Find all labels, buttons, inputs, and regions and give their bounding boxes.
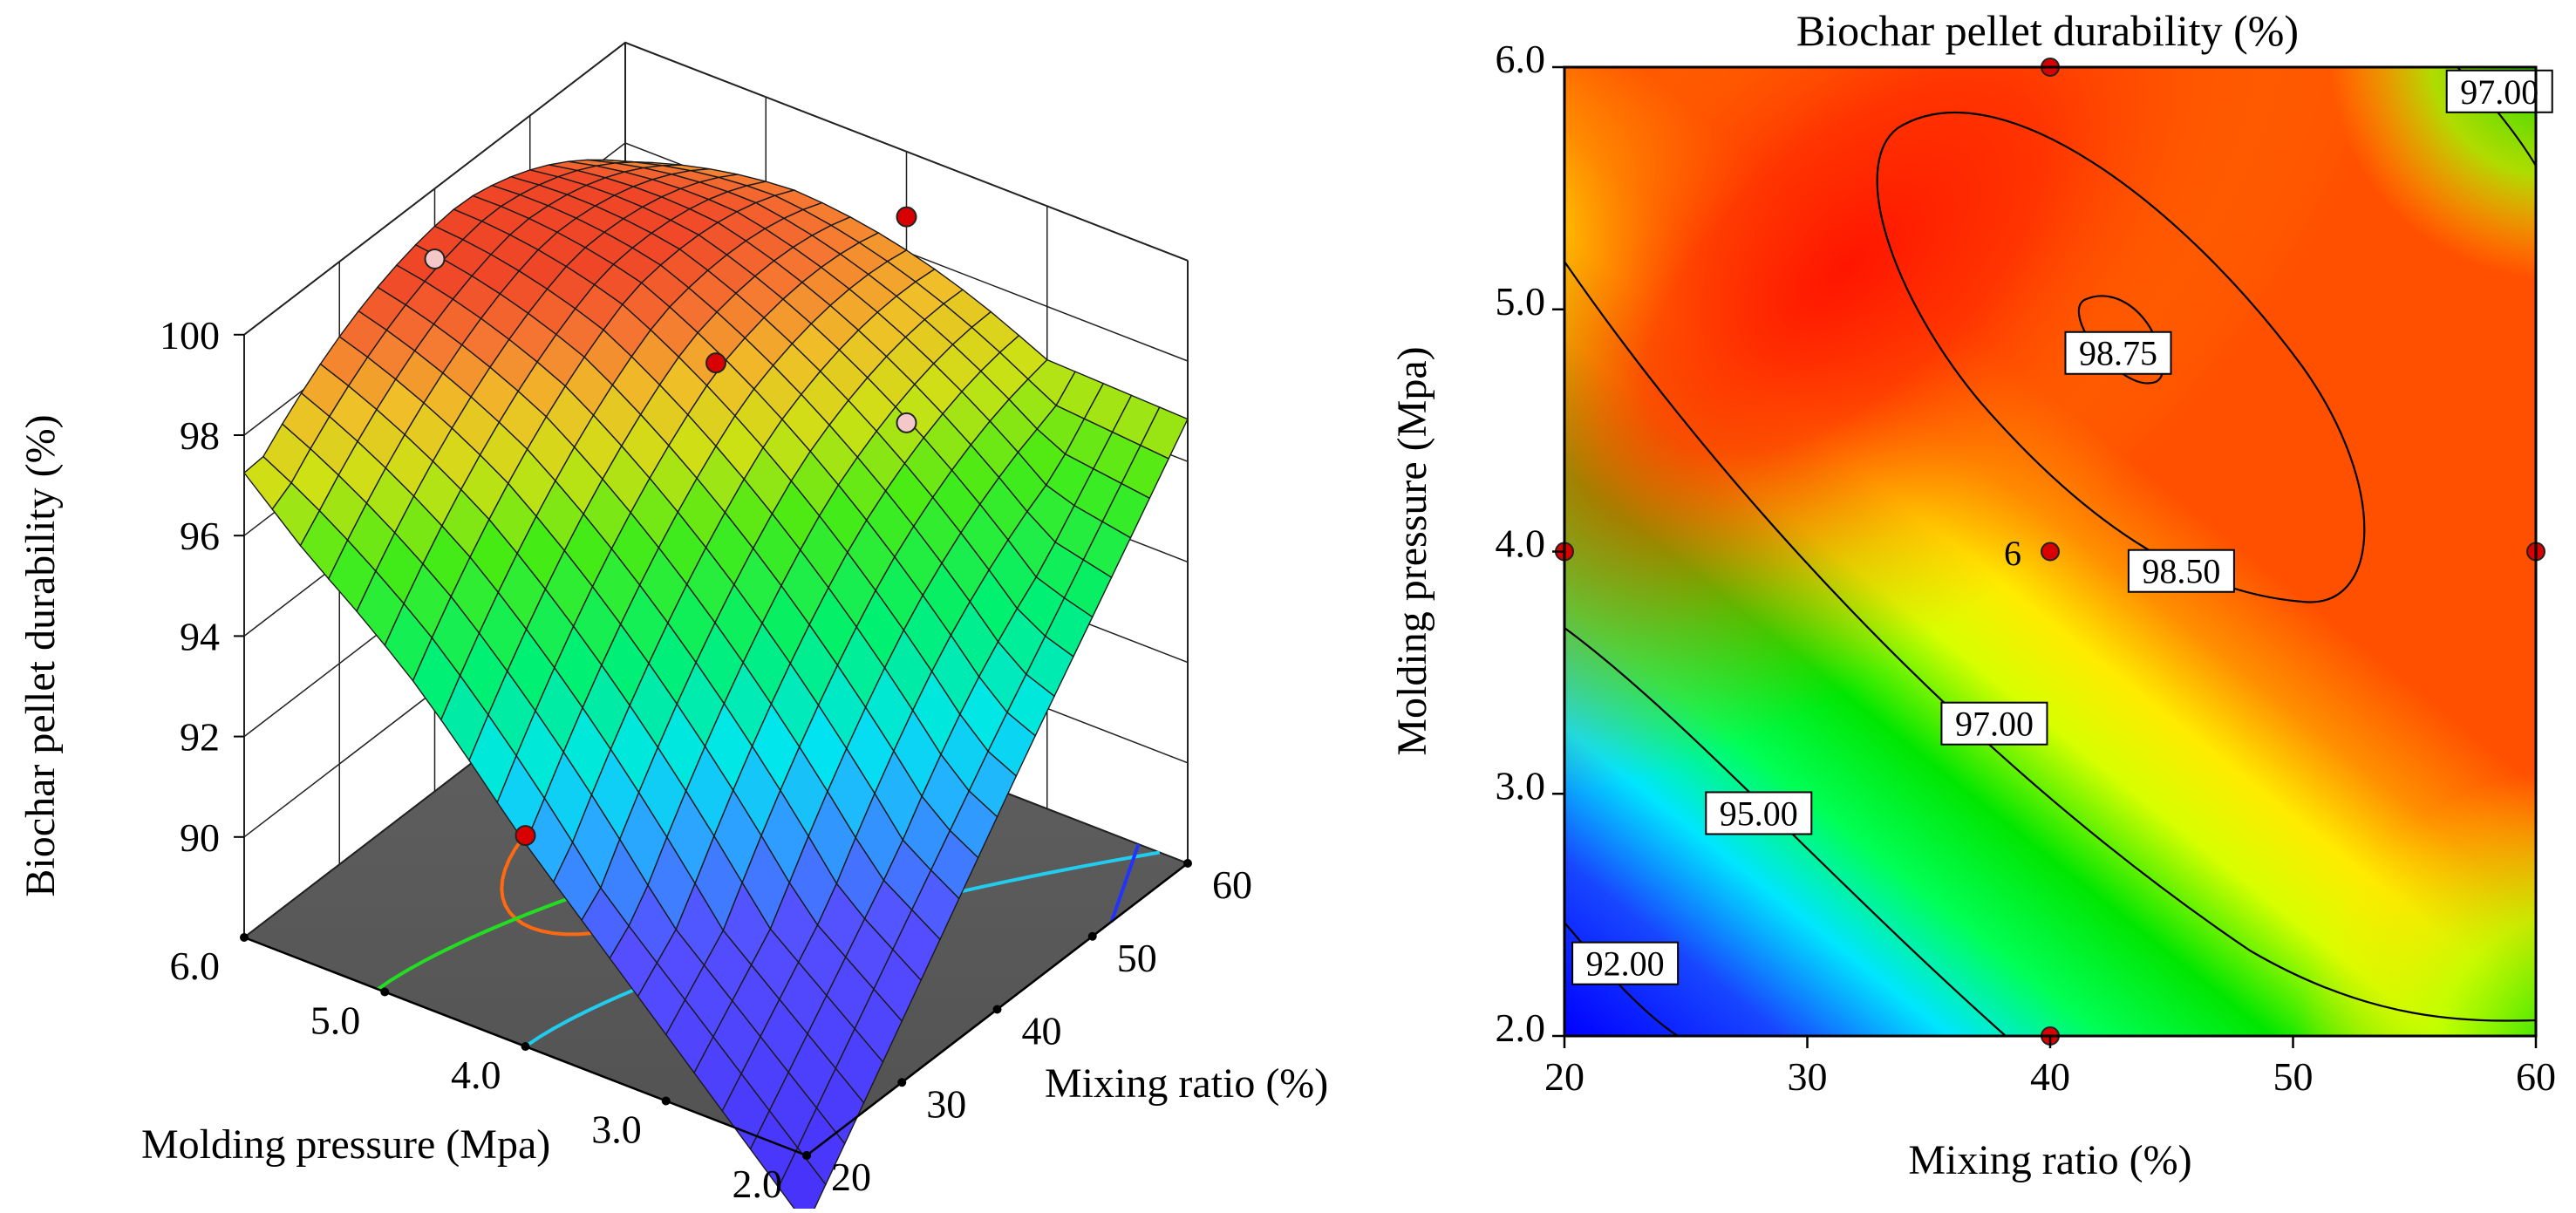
contour-y-tick-label: 2.0 bbox=[1496, 1005, 1546, 1050]
z-tick-label: 96 bbox=[180, 514, 220, 558]
contour-x-tick-label: 40 bbox=[2030, 1054, 2070, 1099]
pressure-tick bbox=[380, 987, 390, 997]
pressure-tick-label: 2.0 bbox=[733, 1162, 783, 1206]
z-tick-label: 94 bbox=[180, 614, 220, 658]
z-axis: 90 92 94 96 98 100 bbox=[160, 313, 244, 860]
center-replicates-label: 6 bbox=[2004, 534, 2021, 573]
floor-contour-92 bbox=[1109, 843, 1141, 923]
mixing-axis-label: Mixing ratio (%) bbox=[1045, 1060, 1328, 1107]
surface-design-point bbox=[896, 206, 917, 228]
surface-design-points bbox=[424, 206, 917, 847]
mixing-tick-label: 30 bbox=[926, 1081, 966, 1126]
contour-x-tick-label: 60 bbox=[2516, 1054, 2556, 1099]
pressure-tick-label: 3.0 bbox=[591, 1107, 642, 1152]
mixing-tick-label: 60 bbox=[1212, 862, 1252, 907]
contour-line-97 bbox=[1564, 261, 2536, 1022]
contour-label: 95.00 bbox=[1705, 791, 1813, 835]
mixing-tick bbox=[1183, 859, 1192, 868]
surface-plot: 90 92 94 96 98 100 Biochar pellet durability … bbox=[17, 41, 1328, 1213]
contour-plot: Biochar pellet durability (%) 92.00 95.00… bbox=[1389, 6, 2556, 1183]
z-tick-label: 92 bbox=[180, 715, 220, 760]
mixing-tick bbox=[802, 1151, 811, 1160]
mixing-axis: 20 30 40 50 60 bbox=[802, 859, 1252, 1199]
pressure-tick-label: 6.0 bbox=[170, 944, 221, 988]
pressure-tick-label: 5.0 bbox=[310, 998, 361, 1043]
contour-y-axis-label: Molding pressure (Mpa) bbox=[1389, 346, 1435, 755]
contour-y-tick-label: 6.0 bbox=[1496, 37, 1546, 81]
contour-design-point bbox=[2041, 542, 2060, 562]
contour-x-axis: 20 30 40 50 60 bbox=[1544, 1036, 2556, 1099]
mixing-tick-label: 40 bbox=[1022, 1009, 1062, 1053]
pressure-tick bbox=[521, 1042, 530, 1051]
contour-y-tick-label: 4.0 bbox=[1496, 521, 1546, 566]
mixing-tick-label: 20 bbox=[831, 1155, 871, 1199]
contour-label: 97.00 bbox=[2445, 69, 2553, 113]
contour-x-tick-label: 30 bbox=[1788, 1054, 1828, 1099]
pressure-axis: 2.0 3.0 4.0 5.0 6.0 bbox=[170, 933, 811, 1206]
z-axis-label: Biochar pellet durability (%) bbox=[17, 414, 64, 896]
svg-text:95.00: 95.00 bbox=[1720, 794, 1798, 833]
svg-text:98.75: 98.75 bbox=[2079, 334, 2157, 373]
pressure-tick-label: 4.0 bbox=[451, 1053, 501, 1097]
contour-y-axis: 2.0 3.0 4.0 5.0 6.0 bbox=[1496, 37, 1564, 1050]
mixing-tick bbox=[992, 1005, 1002, 1014]
surface-design-point bbox=[705, 352, 726, 374]
contour-title: Biochar pellet durability (%) bbox=[1796, 6, 2299, 55]
z-tick-label: 100 bbox=[160, 313, 220, 358]
pressure-axis-label: Molding pressure (Mpa) bbox=[141, 1121, 550, 1168]
mixing-tick-label: 50 bbox=[1117, 936, 1157, 980]
contour-label: 92.00 bbox=[1571, 941, 1680, 985]
contour-label: 98.75 bbox=[2064, 331, 2172, 375]
contour-y-tick-label: 5.0 bbox=[1496, 279, 1546, 324]
z-tick-label: 98 bbox=[180, 413, 220, 458]
z-tick-label: 90 bbox=[180, 815, 220, 860]
contour-x-tick-label: 20 bbox=[1544, 1054, 1584, 1099]
contour-x-axis-label: Mixing ratio (%) bbox=[1908, 1137, 2191, 1183]
contour-labels: 92.00 95.00 97.00 98.50 98.75 97.00 bbox=[1571, 69, 2553, 985]
contour-y-tick-label: 3.0 bbox=[1496, 763, 1546, 808]
mixing-tick bbox=[897, 1078, 907, 1087]
contour-x-tick-label: 50 bbox=[2273, 1054, 2314, 1099]
response-surface bbox=[243, 159, 1189, 1213]
surface-design-point bbox=[424, 248, 446, 269]
svg-text:97.00: 97.00 bbox=[1955, 705, 2034, 744]
surface-design-point bbox=[515, 825, 536, 847]
pressure-tick bbox=[661, 1096, 671, 1106]
pressure-tick bbox=[240, 933, 249, 942]
svg-text:92.00: 92.00 bbox=[1586, 944, 1665, 984]
surface-cell bbox=[777, 1146, 827, 1213]
contour-label: 98.50 bbox=[2127, 549, 2235, 593]
svg-text:98.50: 98.50 bbox=[2142, 552, 2220, 591]
mixing-tick bbox=[1087, 931, 1097, 941]
svg-text:97.00: 97.00 bbox=[2460, 72, 2539, 112]
surface-design-point bbox=[896, 412, 917, 433]
contour-label: 97.00 bbox=[1940, 701, 2048, 746]
contour-line-98-5 bbox=[1876, 112, 2366, 603]
